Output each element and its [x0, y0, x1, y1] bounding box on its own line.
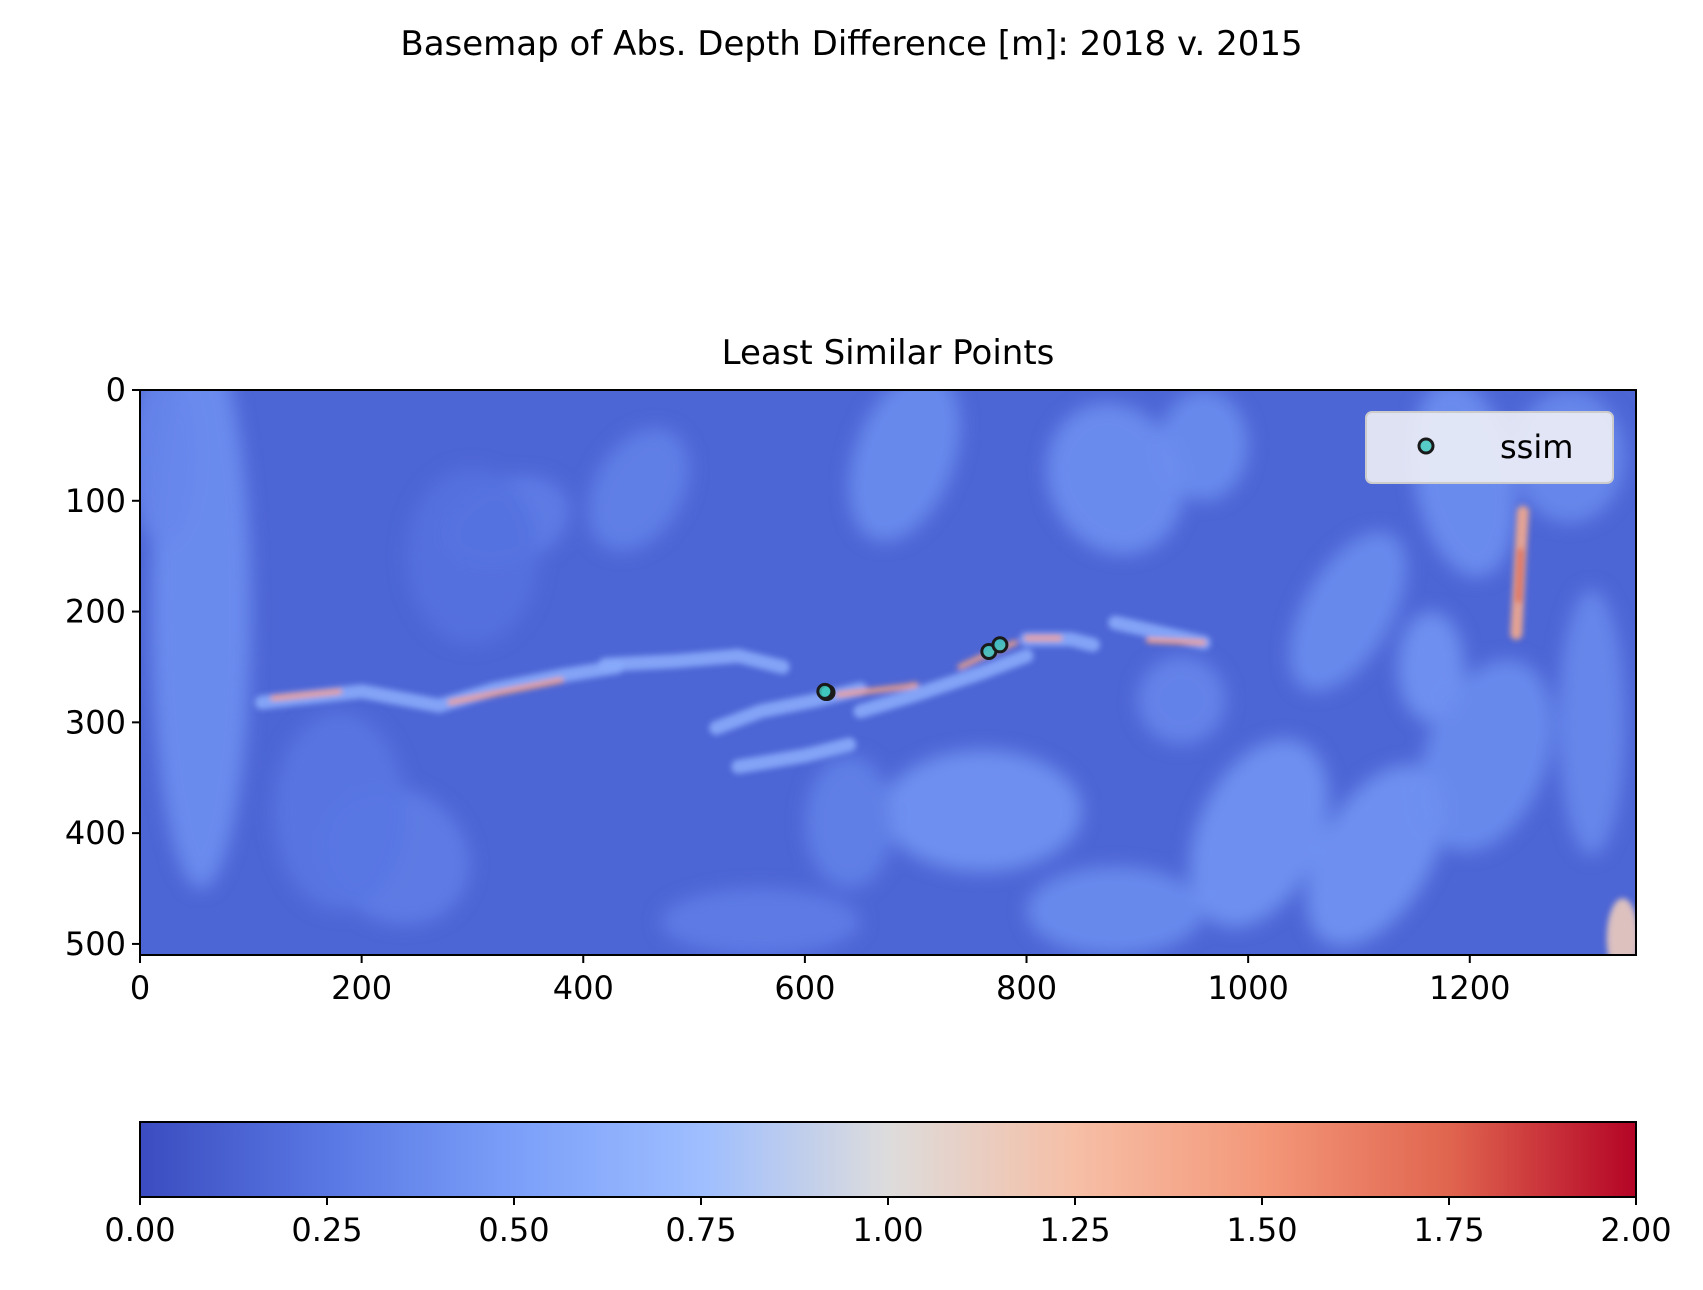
colorbar [140, 1122, 1636, 1197]
x-axis: 0 200 400 600 800 1000 1200 [130, 955, 1510, 1007]
legend: ssim [1365, 411, 1614, 484]
suptitle: Basemap of Abs. Depth Difference [m]: 20… [400, 24, 1303, 64]
y-tick-label: 400 [65, 814, 126, 852]
heatmap-patch [804, 755, 894, 889]
heatmap-soft-layer [140, 390, 1625, 955]
x-tick-label: 400 [553, 969, 614, 1007]
heatmap-band [1108, 615, 1211, 650]
legend-marker [1417, 437, 1435, 455]
colorbar-tick-label: 0.75 [665, 1211, 736, 1249]
colorbar-tick-label: 1.75 [1413, 1211, 1484, 1249]
axes-title: Least Similar Points [722, 333, 1055, 373]
legend-label: ssim [1500, 428, 1573, 466]
heatmap-patch [405, 467, 539, 645]
heatmap-patch [848, 390, 961, 542]
colorbar-tick-label: 0.50 [478, 1211, 549, 1249]
heatmap-ridge [835, 682, 919, 698]
heatmap-band [731, 737, 857, 774]
scatter-point-ssim [816, 682, 834, 700]
x-tick-label: 1000 [1207, 969, 1288, 1007]
colorbar-tick-label: 0.25 [291, 1211, 362, 1249]
y-axis: 0 100 200 300 400 500 [65, 371, 140, 963]
heatmap-band [598, 648, 790, 674]
heatmap-patch [1046, 402, 1184, 555]
heatmap-patch [1137, 655, 1226, 745]
heatmap-patch [1419, 659, 1554, 852]
heatmap-patch [660, 888, 861, 955]
y-tick-label: 200 [65, 593, 126, 631]
heatmap-patch [587, 428, 690, 552]
axes-frame [139, 389, 1637, 956]
heatmap-patch [140, 390, 196, 546]
heatmap-ridge [447, 677, 564, 705]
heatmap-patch [1306, 764, 1445, 946]
x-tick-label: 0 [130, 969, 150, 1007]
colorbar-tick-label: 2.00 [1600, 1211, 1671, 1249]
heatmap-patch [1026, 866, 1204, 955]
heatmap-streak-core [1516, 548, 1524, 603]
heatmap-ridge [1145, 637, 1207, 646]
colorbar-tick-label: 1.50 [1226, 1211, 1297, 1249]
x-tick-label: 600 [774, 969, 835, 1007]
heatmap-patch [272, 711, 406, 911]
heatmap-patch [1558, 589, 1625, 856]
heatmap-patch [1159, 390, 1249, 501]
y-tick-label: 300 [65, 703, 126, 741]
heatmap-ridge-layer [254, 505, 1636, 955]
heatmap-corner-patch [1606, 898, 1636, 955]
legend-box [1365, 411, 1614, 484]
heatmap-ridge [270, 688, 342, 701]
scatter-point-ssim [991, 636, 1009, 654]
y-tick-label: 500 [65, 925, 126, 963]
colorbar-tick-label: 1.00 [852, 1211, 923, 1249]
heatmap-patch [1189, 739, 1329, 928]
heatmap-patch [882, 750, 1082, 872]
heatmap-patch [1289, 531, 1407, 692]
colorbar-tick-label: 1.25 [1039, 1211, 1110, 1249]
x-tick-label: 1200 [1429, 969, 1510, 1007]
x-tick-label: 800 [996, 969, 1057, 1007]
colorbar-tick-label: 0.00 [104, 1211, 175, 1249]
scatter-points [816, 636, 1009, 701]
y-tick-label: 0 [106, 371, 126, 409]
heatmap-patch [1397, 611, 1465, 723]
y-tick-label: 100 [65, 482, 126, 520]
heatmap-image [140, 390, 1636, 955]
colorbar-axis: 0.00 0.25 0.50 0.75 1.00 1.25 1.50 1.75 2.00 [104, 1197, 1672, 1249]
x-tick-label: 200 [331, 969, 392, 1007]
heatmap-band [853, 648, 1034, 719]
